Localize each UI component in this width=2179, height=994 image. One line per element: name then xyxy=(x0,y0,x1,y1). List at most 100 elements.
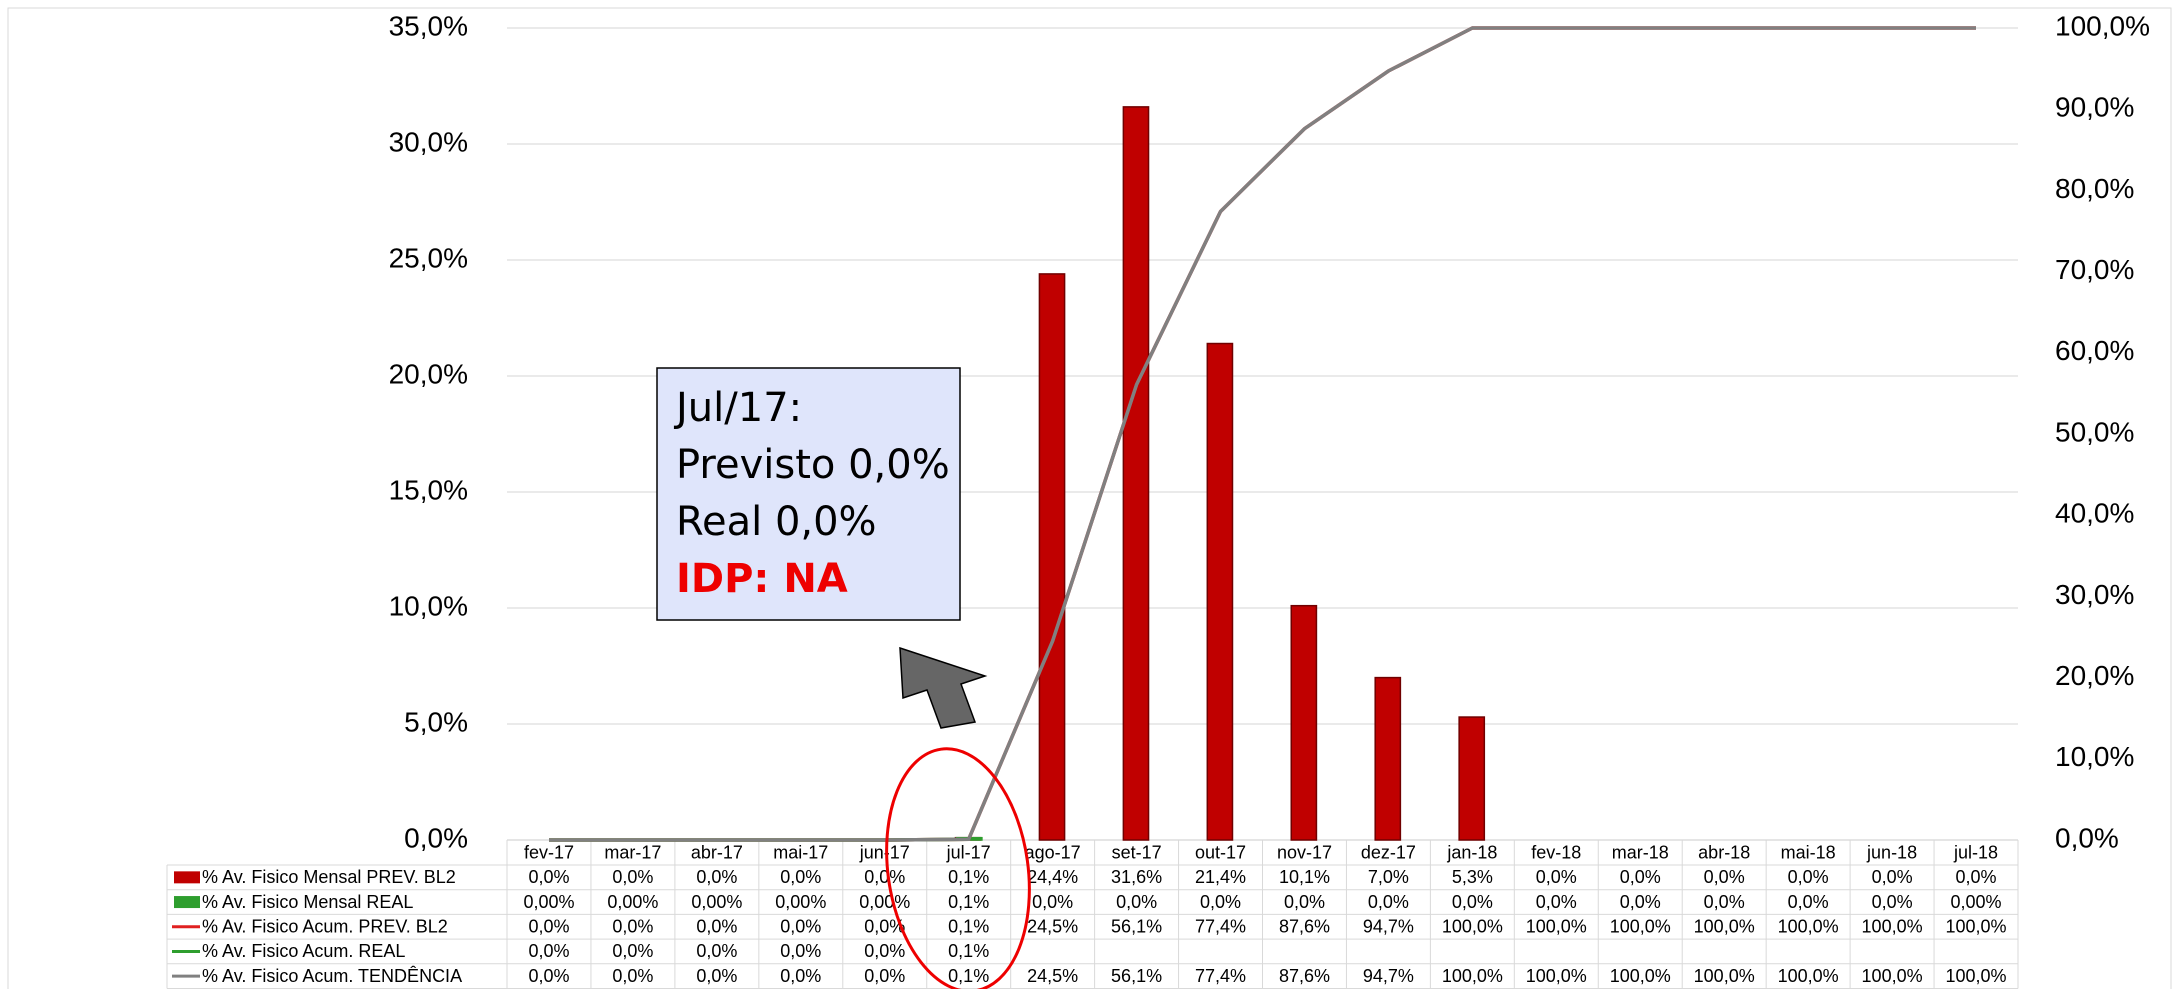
annotation-text: Real 0,0% xyxy=(676,499,877,545)
legend-label: % Av. Fisico Mensal PREV. BL2 xyxy=(202,867,456,887)
y2-tick-label: 0,0% xyxy=(2055,822,2119,853)
bar xyxy=(1038,273,1066,841)
table-cell: 100,0% xyxy=(1442,966,1503,986)
table-cell: 0,0% xyxy=(612,867,653,887)
table-cell: 100,0% xyxy=(1862,966,1923,986)
bar xyxy=(1458,716,1486,841)
bar xyxy=(1374,676,1402,841)
table-cell: 0,0% xyxy=(612,941,653,961)
y2-tick-label: 60,0% xyxy=(2055,335,2134,366)
y-tick-label: 30,0% xyxy=(389,126,468,157)
annotation-box xyxy=(656,367,961,621)
table-cell: 0,0% xyxy=(1704,892,1745,912)
table-cell: 0,00% xyxy=(607,892,658,912)
table-cell: 0,0% xyxy=(696,941,737,961)
y-tick-label: 15,0% xyxy=(389,474,468,505)
table-cell: 56,1% xyxy=(1111,917,1162,937)
table-cell: 0,0% xyxy=(612,966,653,986)
y2-tick-label: 50,0% xyxy=(2055,416,2134,447)
table-cell: 0,0% xyxy=(1620,867,1661,887)
legend-label: % Av. Fisico Acum. PREV. BL2 xyxy=(202,917,448,937)
table-cell: 100,0% xyxy=(1778,966,1839,986)
chart-border xyxy=(7,7,2172,994)
x-tick-label: fev-18 xyxy=(1531,842,1581,862)
table-cell: 0,0% xyxy=(1200,892,1241,912)
table-cell: 0,0% xyxy=(528,917,569,937)
table-cell: 0,0% xyxy=(780,966,821,986)
table-cell: 7,0% xyxy=(1368,867,1409,887)
table-cell: 100,0% xyxy=(1694,917,1755,937)
y-tick-label: 35,0% xyxy=(389,10,468,41)
table-cell: 56,1% xyxy=(1111,966,1162,986)
x-tick-label: abr-17 xyxy=(691,842,743,862)
annotation-text: Previsto 0,0% xyxy=(676,442,950,488)
table-cell: 0,0% xyxy=(528,966,569,986)
legend-label: % Av. Fisico Mensal REAL xyxy=(202,892,413,912)
table-cell: 0,0% xyxy=(1788,892,1829,912)
table-cell: 0,0% xyxy=(1872,892,1913,912)
y-tick-label: 0,0% xyxy=(404,822,468,853)
table-cell: 0,0% xyxy=(696,867,737,887)
table-cell: 0,0% xyxy=(1704,867,1745,887)
table-cell: 0,0% xyxy=(528,941,569,961)
y2-tick-label: 80,0% xyxy=(2055,173,2134,204)
table-cell: 0,0% xyxy=(1956,867,1997,887)
x-tick-label: set-17 xyxy=(1112,842,1162,862)
table-cell: 0,0% xyxy=(864,917,905,937)
y-tick-label: 25,0% xyxy=(389,242,468,273)
line xyxy=(549,26,1976,842)
table-cell: 5,3% xyxy=(1452,867,1493,887)
table-cell: 0,0% xyxy=(1788,867,1829,887)
y2-tick-label: 30,0% xyxy=(2055,579,2134,610)
table-cell: 100,0% xyxy=(1526,966,1587,986)
table-cell: 0,1% xyxy=(948,966,989,986)
table-cell: 100,0% xyxy=(1945,917,2006,937)
y2-tick-label: 10,0% xyxy=(2055,741,2134,772)
bar xyxy=(1122,106,1150,841)
x-tick-label: dez-17 xyxy=(1361,842,1416,862)
table-cell: 0,1% xyxy=(948,892,989,912)
table-cell: 100,0% xyxy=(1442,917,1503,937)
annotation-text: Jul/17: xyxy=(673,385,802,431)
legend-key xyxy=(174,871,200,884)
table-cell: 0,1% xyxy=(948,917,989,937)
table-cell: 31,6% xyxy=(1111,867,1162,887)
x-tick-label: mai-17 xyxy=(773,842,828,862)
table-cell: 87,6% xyxy=(1279,917,1330,937)
y-tick-label: 20,0% xyxy=(389,358,468,389)
y2-tick-label: 100,0% xyxy=(2055,10,2150,41)
x-tick-label: jul-17 xyxy=(946,842,991,862)
table-cell: 0,0% xyxy=(780,941,821,961)
table-cell: 0,1% xyxy=(948,941,989,961)
x-tick-label: fev-17 xyxy=(524,842,574,862)
table-cell: 0,00% xyxy=(691,892,742,912)
table-cell: 0,00% xyxy=(859,892,910,912)
table-cell: 0,00% xyxy=(523,892,574,912)
table-cell: 0,0% xyxy=(696,966,737,986)
table-cell: 0,0% xyxy=(1536,867,1577,887)
table-cell: 0,0% xyxy=(864,941,905,961)
table-cell: 0,0% xyxy=(1284,892,1325,912)
y2-tick-label: 40,0% xyxy=(2055,498,2134,529)
table-cell: 0,0% xyxy=(696,917,737,937)
table-cell: 94,7% xyxy=(1363,966,1414,986)
table-cell: 100,0% xyxy=(1862,917,1923,937)
x-tick-label: jul-18 xyxy=(1953,842,1998,862)
arrow xyxy=(899,646,988,729)
table-cell: 87,6% xyxy=(1279,966,1330,986)
table-cell: 0,0% xyxy=(864,966,905,986)
annotation-highlight: IDP: NA xyxy=(676,556,848,602)
table-cell: 77,4% xyxy=(1195,917,1246,937)
x-tick-label: out-17 xyxy=(1195,842,1246,862)
table-cell: 100,0% xyxy=(1778,917,1839,937)
x-tick-label: jan-18 xyxy=(1446,842,1497,862)
x-tick-label: nov-17 xyxy=(1277,842,1332,862)
bar xyxy=(1290,604,1318,841)
table-cell: 24,5% xyxy=(1027,966,1078,986)
y2-tick-label: 90,0% xyxy=(2055,92,2134,123)
legend-label: % Av. Fisico Acum. TENDÊNCIA xyxy=(202,966,462,986)
x-tick-label: mar-17 xyxy=(604,842,661,862)
x-tick-label: ago-17 xyxy=(1025,842,1081,862)
table-cell: 0,0% xyxy=(1368,892,1409,912)
legend-label: % Av. Fisico Acum. REAL xyxy=(202,941,405,961)
